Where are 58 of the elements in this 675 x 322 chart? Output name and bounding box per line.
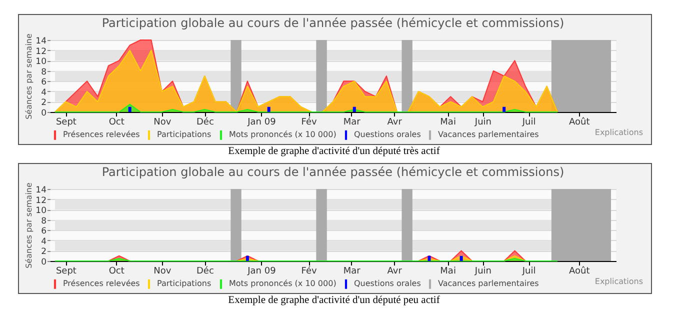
x-tick-label: Mai (440, 118, 456, 128)
y-tick-label: 4 (41, 236, 46, 247)
x-tick-label: Oct (108, 118, 125, 128)
y-tick-label: 2 (41, 98, 46, 108)
x-tick-label: Mar (343, 118, 361, 128)
legend-label: Présences relevées (63, 279, 140, 288)
legend-label: Mots prononcés (x 10 000) (229, 130, 336, 140)
y-tick-label: 10 (36, 57, 46, 68)
x-tick-label: Fév (301, 116, 318, 128)
y-tick-label: 8 (41, 216, 46, 226)
y-tick-label: 14 (36, 36, 46, 46)
x-tick-label: Avr (387, 118, 402, 128)
x-tick-label: Août (569, 116, 590, 128)
x-tick-label: Juin (474, 118, 492, 128)
x-tick-label: Jan 09 (246, 266, 276, 276)
chart-title: Participation globale au cours de l'année passée (hémicycle et commissions) (102, 165, 564, 180)
x-tick-label: Fév (301, 266, 318, 276)
x-tick-label: Mar (343, 266, 361, 276)
legend-label: Mots prononcés (x 10 000) (229, 279, 336, 288)
legend-label: Vacances parlementaires (438, 130, 539, 140)
y-tick-label: 12 (36, 196, 46, 206)
y-tick-label: 10 (36, 206, 46, 216)
y-tick-label: 14 (36, 186, 46, 196)
x-tick-label: Août (569, 266, 590, 276)
text: Explications (594, 277, 643, 287)
y-axis-title: Séances par semaine (24, 34, 34, 120)
legend-label: Présences relevées (63, 130, 140, 140)
y-tick-label: 0 (41, 108, 46, 118)
y-tick-label: 12 (36, 46, 46, 57)
chart-title: Participation globale au cours de l'année passée (hémicycle et commissions) (102, 16, 564, 30)
y-tick-label: 2 (41, 247, 46, 258)
x-tick-label: Sept (56, 118, 77, 128)
x-tick-label: Oct (108, 266, 125, 276)
y-tick-label: 0 (41, 258, 46, 268)
text: Explications (594, 128, 643, 138)
x-tick-label: Sept (56, 266, 77, 276)
x-tick-label: Mai (440, 266, 456, 276)
x-tick-label: Nov (154, 266, 172, 276)
x-tick-label: Nov (154, 118, 172, 128)
text: Exemple de graphe d'activité d'un député peu actif (227, 294, 441, 307)
x-tick-label: Avr (387, 266, 402, 276)
legend-label: Participations (157, 130, 212, 140)
x-tick-label: Déc (196, 266, 214, 276)
text: Exemple de graphe d'activité d'un député très actif (227, 145, 441, 158)
legend-label: Vacances parlementaires (438, 279, 539, 288)
y-axis-title: Séances par semaine (24, 182, 34, 268)
legend-label: Participations (157, 279, 212, 288)
y-tick-label: 6 (41, 226, 46, 237)
legend-label: Questions orales (354, 279, 421, 288)
legend-label: Questions orales (354, 130, 421, 140)
x-tick-label: Déc (196, 116, 214, 128)
y-tick-label: 4 (41, 88, 46, 98)
x-tick-label: Juil (521, 266, 536, 276)
y-tick-label: 6 (41, 78, 46, 88)
y-tick-label: 8 (41, 67, 46, 78)
x-tick-label: Juil (521, 118, 536, 128)
x-tick-label: Juin (474, 266, 492, 276)
x-tick-label: Jan 09 (246, 118, 276, 128)
